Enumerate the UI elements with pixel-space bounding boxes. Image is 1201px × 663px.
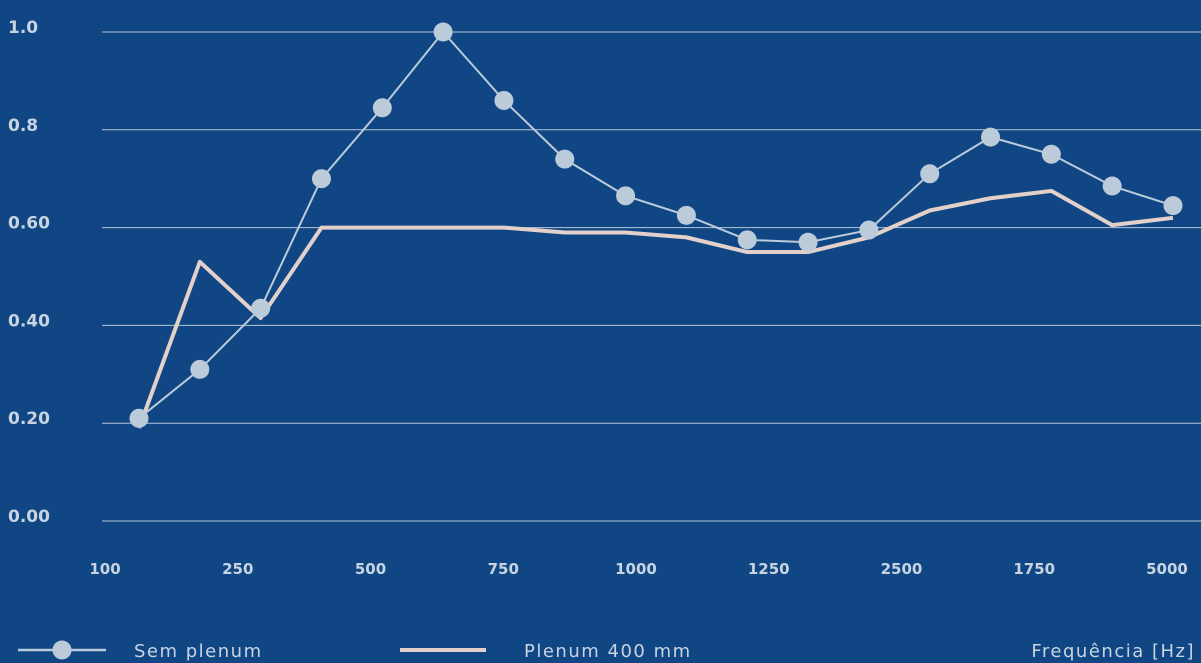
grid-lines [102,32,1201,521]
legend-marker-sem-plenum [53,641,72,660]
data-point-sem-plenum [859,221,878,240]
data-point-sem-plenum [312,169,331,188]
data-point-sem-plenum [251,299,270,318]
data-point-sem-plenum [738,230,757,249]
series-line-sem-plenum [139,32,1173,418]
data-point-sem-plenum [1164,196,1183,215]
y-tick-label: 0.60 [8,214,50,234]
data-point-sem-plenum [555,150,574,169]
data-point-sem-plenum [677,206,696,225]
data-point-sem-plenum [616,186,635,205]
legend-item-plenum-400mm: Plenum 400 mm [400,641,692,662]
y-tick-labels: 0.00 0.20 0.40 0.60 0.8 1.0 [8,18,50,527]
legend-label-plenum-400mm: Plenum 400 mm [524,641,692,662]
legend-label-sem-plenum: Sem plenum [134,641,263,662]
y-tick-label: 0.00 [8,507,50,527]
x-tick-label: 1250 [748,560,790,578]
data-point-sem-plenum [1103,177,1122,196]
x-tick-label: 750 [488,560,519,578]
x-tick-label: 5000 [1146,560,1188,578]
x-tick-label: 2500 [881,560,923,578]
data-point-sem-plenum [1042,145,1061,164]
data-point-sem-plenum [190,360,209,379]
x-tick-label: 100 [89,560,120,578]
y-tick-label: 1.0 [8,18,38,38]
x-tick-label: 1750 [1013,560,1055,578]
x-tick-label: 250 [222,560,253,578]
x-tick-labels: 100 250 500 750 1000 1250 2500 1750 5000 [89,560,1188,578]
y-tick-label: 0.8 [8,116,38,136]
legend-item-sem-plenum: Sem plenum [18,641,263,663]
data-point-sem-plenum [920,164,939,183]
legend: Sem plenum Plenum 400 mm Frequência [Hz] [18,641,1195,663]
x-tick-label: 500 [355,560,386,578]
y-tick-label: 0.40 [8,311,50,331]
data-point-sem-plenum [981,128,1000,147]
data-point-sem-plenum [434,23,453,42]
series-plenum-400mm [139,191,1173,428]
x-tick-label: 1000 [615,560,657,578]
data-point-sem-plenum [373,98,392,117]
x-axis-label: Frequência [Hz] [1031,641,1195,662]
data-point-sem-plenum [130,409,149,428]
series-line-plenum-400mm [139,191,1173,428]
y-tick-label: 0.20 [8,409,50,429]
series-sem-plenum [130,23,1183,428]
data-point-sem-plenum [494,91,513,110]
data-point-sem-plenum [799,233,818,252]
